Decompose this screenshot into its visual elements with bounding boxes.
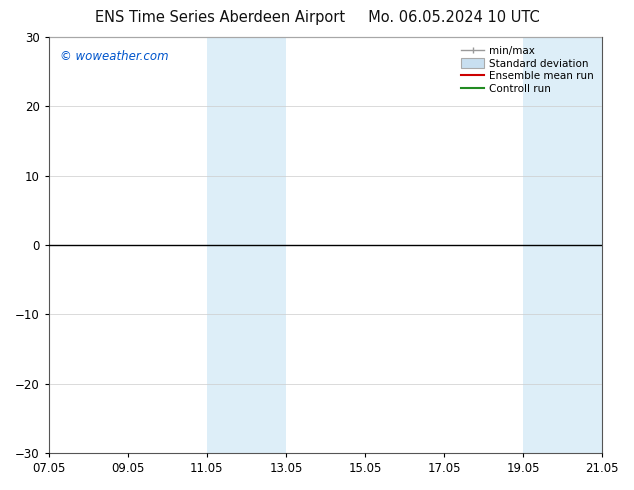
Text: ENS Time Series Aberdeen Airport     Mo. 06.05.2024 10 UTC: ENS Time Series Aberdeen Airport Mo. 06.… (94, 10, 540, 25)
Legend: min/max, Standard deviation, Ensemble mean run, Controll run: min/max, Standard deviation, Ensemble me… (458, 42, 597, 98)
Bar (207, 37, 286, 453)
Bar (523, 37, 602, 453)
Text: © woweather.com: © woweather.com (60, 49, 169, 63)
